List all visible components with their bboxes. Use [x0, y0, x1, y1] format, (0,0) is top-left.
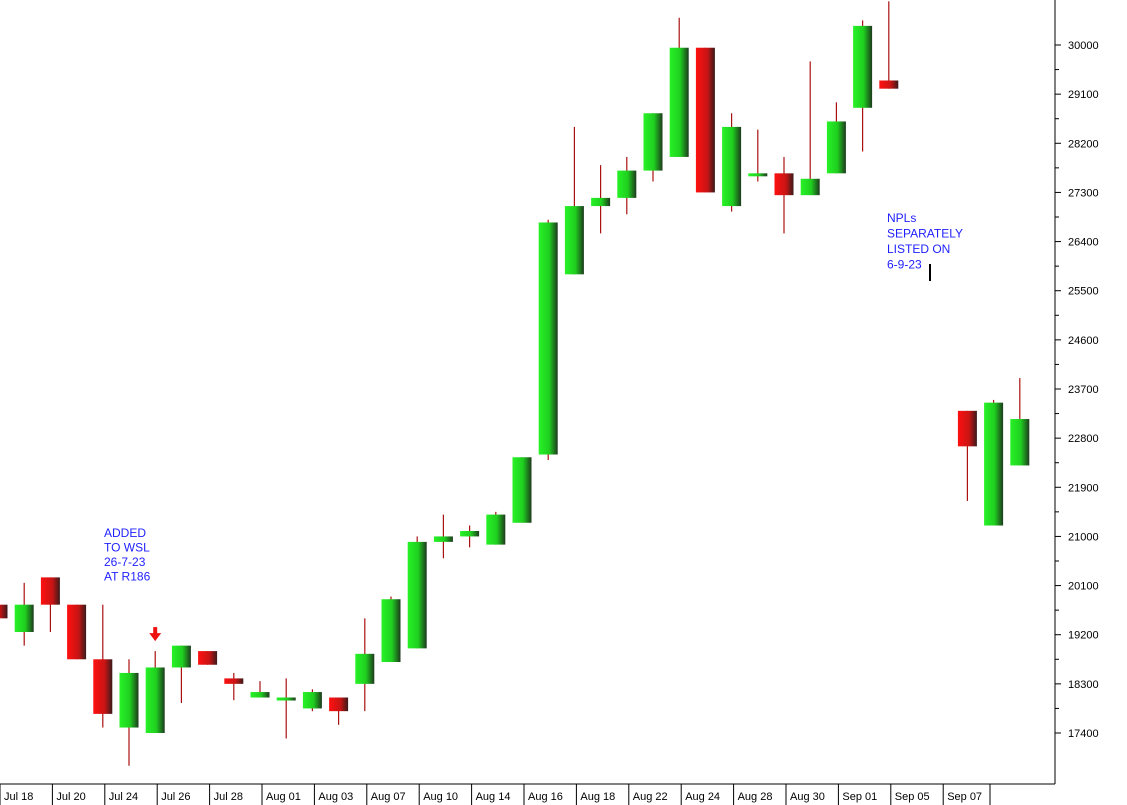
x-axis-ticks: Jul 18 Jul 20 Jul 24 Jul 26 Jul 28 Aug 01 Aug … — [0, 784, 991, 805]
x-tick-label: Aug 18 — [580, 791, 615, 803]
x-tick-label: Jul 18 — [4, 791, 33, 803]
annotation-added-line-1: ADDED — [104, 526, 146, 540]
x-tick-label: Sep 07 — [947, 791, 982, 803]
y-axis-ticks: 17400 18300 19200 20100 21000 21900 22800 23700… — [1055, 40, 1099, 740]
annotation-added-to-wsl: ADDED TO WSL 26-7-23 AT R186 — [104, 526, 153, 584]
y-tick-label: 20100 — [1068, 581, 1099, 593]
candle-body-up — [512, 457, 532, 523]
wick-layer — [23, 1, 1021, 766]
annotation-added-line-2: TO WSL — [104, 541, 150, 555]
y-tick-label: 22800 — [1068, 433, 1099, 445]
candle-body-up — [984, 402, 1004, 526]
annotation-added-line-4: AT R186 — [104, 570, 151, 584]
x-tick-label: Jul 24 — [109, 791, 138, 803]
x-tick-label: Aug 14 — [476, 791, 511, 803]
annotation-npls-line-1: NPLs — [887, 211, 916, 225]
candle-body-up — [1010, 419, 1030, 466]
y-tick-label: 23700 — [1068, 384, 1099, 396]
x-tick-label: Aug 10 — [423, 791, 458, 803]
candle-body-down — [198, 651, 218, 665]
x-tick-label: Sep 01 — [842, 791, 877, 803]
y-tick-label: 24600 — [1068, 335, 1099, 347]
candle-body-down — [329, 697, 349, 712]
candle-body-down — [695, 47, 715, 193]
candle-body-up — [564, 206, 584, 275]
candle-body-down — [224, 678, 244, 684]
x-tick-label: Jul 26 — [161, 791, 190, 803]
y-tick-label: 21000 — [1068, 531, 1099, 543]
y-tick-label: 25500 — [1068, 286, 1099, 298]
candle-body-up — [407, 541, 427, 649]
candle-body-up — [145, 667, 165, 733]
candle-body-down — [0, 604, 8, 619]
candle-body-up — [826, 121, 846, 174]
candle-body-up — [276, 697, 296, 701]
candle-body-up — [460, 530, 480, 537]
candle-body-up — [643, 113, 663, 171]
annotation-npls-line-2: SEPARATELY — [887, 227, 963, 241]
candle-body-down — [957, 410, 977, 447]
candle-body-up — [250, 692, 270, 698]
x-tick-label: Aug 07 — [371, 791, 406, 803]
x-tick-label: Aug 03 — [318, 791, 353, 803]
candle-body-up — [722, 126, 742, 207]
y-tick-label: 18300 — [1068, 679, 1099, 691]
x-tick-label: Aug 16 — [528, 791, 563, 803]
annotation-npls-line-3: LISTED ON — [887, 242, 950, 256]
candle-body-up — [748, 173, 768, 177]
purchase-arrow-icon — [149, 627, 162, 642]
candle-body-up — [591, 197, 611, 207]
candle-body-up — [433, 536, 453, 542]
candle-layer — [0, 25, 1030, 733]
annotation-npls-listed: NPLs SEPARATELY LISTED ON 6-9-23 — [887, 211, 966, 272]
y-tick-label: 28200 — [1068, 138, 1099, 150]
y-tick-label: 30000 — [1068, 40, 1099, 52]
x-tick-label: Jul 20 — [56, 791, 85, 803]
candle-body-up — [853, 25, 873, 108]
annotation-added-line-3: 26-7-23 — [104, 555, 146, 569]
candle-body-up — [486, 514, 506, 545]
x-tick-label: Aug 22 — [633, 791, 668, 803]
candle-body-down — [93, 659, 113, 714]
text-cursor — [929, 264, 931, 281]
x-tick-label: Aug 28 — [738, 791, 773, 803]
x-tick-label: Aug 01 — [266, 791, 301, 803]
candle-body-up — [14, 604, 34, 632]
candle-body-down — [774, 173, 794, 196]
candle-body-up — [381, 599, 401, 663]
x-tick-label: Aug 24 — [685, 791, 720, 803]
annotation-npls-line-4: 6-9-23 — [887, 258, 922, 272]
candle-body-down — [879, 80, 899, 89]
candle-body-down — [67, 604, 87, 660]
candle-body-up — [302, 692, 322, 709]
y-tick-label: 26400 — [1068, 237, 1099, 249]
candle-body-up — [119, 672, 139, 728]
y-tick-label: 29100 — [1068, 89, 1099, 101]
x-tick-label: Aug 30 — [790, 791, 825, 803]
y-tick-label: 27300 — [1068, 187, 1099, 199]
candle-body-up — [669, 47, 689, 157]
x-tick-label: Sep 05 — [895, 791, 930, 803]
x-tick-label: Jul 28 — [214, 791, 243, 803]
candle-body-down — [40, 577, 60, 605]
y-tick-label: 19200 — [1068, 630, 1099, 642]
candle-body-up — [617, 170, 637, 198]
candle-body-up — [355, 653, 375, 684]
candle-body-up — [538, 222, 558, 455]
candle-body-up — [800, 178, 820, 196]
candle-body-up — [171, 645, 191, 668]
y-tick-label: 21900 — [1068, 482, 1099, 494]
y-tick-label: 17400 — [1068, 728, 1099, 740]
